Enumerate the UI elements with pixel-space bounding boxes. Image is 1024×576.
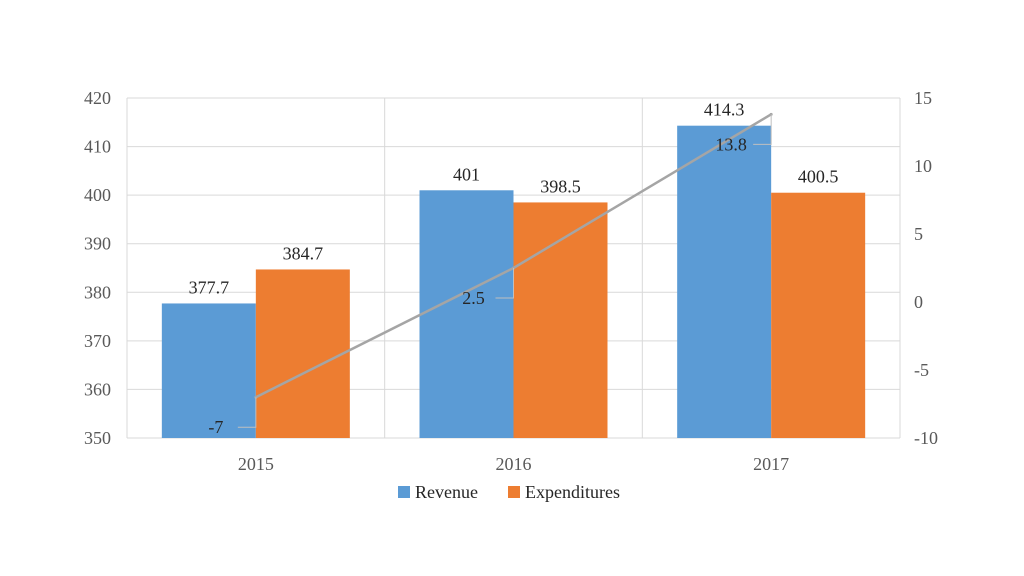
line-label-leader (495, 268, 514, 299)
line-data-label: -7 (208, 417, 223, 437)
bar-revenue-2015 (161, 303, 256, 438)
bar-data-label: 384.7 (283, 243, 324, 263)
left-tick-label: 410 (84, 137, 111, 157)
legend-label-expenditures: Expenditures (525, 482, 620, 502)
left-tick-label: 350 (84, 428, 111, 448)
line-label-leader (237, 397, 257, 428)
line-data-label: 13.8 (715, 134, 747, 154)
right-tick-label: 15 (914, 88, 932, 108)
left-tick-label: 370 (84, 331, 111, 351)
left-tick-label: 420 (84, 88, 111, 108)
right-tick-label: -5 (914, 360, 929, 380)
x-tick-label: 2016 (496, 454, 532, 474)
left-tick-label: 360 (84, 379, 111, 399)
data-labels: 377.7 401 414.3 384.7 398.5 400.5 -7 2.5 13.8 (189, 100, 839, 438)
left-tick-label: 390 (84, 234, 111, 254)
legend-swatch-revenue (398, 486, 410, 498)
left-tick-label: 400 (84, 185, 111, 205)
bar-data-label: 400.5 (798, 167, 839, 187)
bar-data-label: 398.5 (540, 176, 581, 196)
right-y-axis: -10 -5 0 5 10 15 (914, 88, 938, 448)
line-data-label: 2.5 (462, 288, 485, 308)
x-tick-label: 2015 (238, 454, 274, 474)
bar-expenditures-2017 (771, 192, 866, 438)
legend-label-revenue: Revenue (415, 482, 478, 502)
legend-swatch-expenditures (508, 486, 520, 498)
bar-expenditures-2015 (255, 269, 350, 438)
bar-series (161, 125, 866, 438)
bar-data-label: 401 (453, 164, 480, 184)
bar-revenue-2016 (419, 190, 514, 438)
legend: Revenue Expenditures (398, 482, 620, 502)
right-tick-label: 5 (914, 224, 923, 244)
bar-expenditures-2016 (513, 202, 608, 438)
x-tick-label: 2017 (753, 454, 789, 474)
bar-revenue-2017 (677, 125, 772, 438)
right-tick-label: 0 (914, 292, 923, 312)
x-axis: 2015 2016 2017 (238, 454, 789, 474)
left-y-axis: 350 360 370 380 390 400 410 420 (84, 88, 111, 448)
right-tick-label: 10 (914, 156, 932, 176)
left-tick-label: 380 (84, 282, 111, 302)
bar-data-label: 377.7 (189, 277, 230, 297)
line-label-leader (753, 114, 772, 145)
right-tick-label: -10 (914, 428, 938, 448)
bar-data-label: 414.3 (704, 100, 745, 120)
